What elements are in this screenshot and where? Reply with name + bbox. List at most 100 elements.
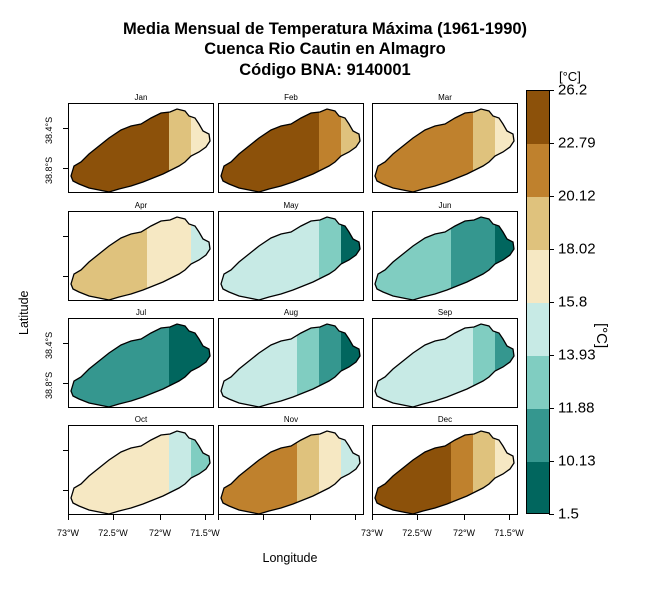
x-tick-mark — [113, 515, 114, 520]
legend-tick — [549, 143, 554, 144]
map-svg-feb — [220, 108, 361, 192]
title-line-1: Media Mensual de Temperatura Máxima (196… — [122, 20, 528, 38]
map-panel-jul — [68, 318, 214, 408]
panel-title-dec: Dec — [437, 415, 453, 424]
cell-aug-west — [221, 324, 297, 407]
map-svg-dec — [374, 430, 515, 514]
basin-outline — [220, 108, 361, 192]
cell-may-east — [319, 217, 341, 300]
cell-mar-east — [473, 109, 495, 192]
map-panel-oct — [68, 425, 214, 515]
cell-nov-east — [319, 431, 341, 514]
x-tick-label: 73°W — [56, 528, 80, 538]
map-svg-oct — [70, 430, 211, 514]
map-panel-jun — [372, 211, 518, 301]
legend-color-block — [527, 91, 549, 145]
x-tick-label: 71.5°W — [494, 528, 524, 538]
basin-outline — [220, 216, 361, 300]
map-svg-apr — [70, 216, 211, 300]
cell-jan-east — [169, 109, 191, 192]
map-svg-jan — [70, 108, 211, 192]
legend-break-label: 15.8 — [558, 293, 588, 311]
cell-sep-central — [451, 324, 473, 407]
legend-color-block — [527, 356, 549, 410]
x-tick-mark — [417, 515, 418, 520]
basin-outline — [70, 323, 211, 407]
cell-sep-east — [473, 324, 495, 407]
legend-tick — [549, 90, 554, 91]
legend-break-label: 18.02 — [558, 240, 596, 258]
basin-outline — [220, 323, 361, 407]
panel-title-apr: Apr — [134, 201, 148, 210]
cell-dec-west — [375, 431, 451, 514]
panel-title-may: May — [283, 201, 299, 210]
basin-outline — [70, 430, 211, 514]
map-panel-mar — [372, 103, 518, 193]
map-panel-aug — [218, 318, 364, 408]
cell-jul-west — [71, 324, 147, 407]
cell-apr-east — [169, 217, 191, 300]
x-tick-label: 72°W — [452, 528, 476, 538]
cell-jan-west — [71, 109, 147, 192]
basin-outline — [374, 108, 515, 192]
map-svg-sep — [374, 323, 515, 407]
legend-break-label: 20.12 — [558, 187, 596, 205]
panel-title-nov: Nov — [283, 415, 299, 424]
x-tick-mark — [509, 515, 510, 520]
cell-feb-west — [221, 109, 297, 192]
legend-break-label: 26.2 — [558, 81, 588, 99]
basin-outline — [374, 216, 515, 300]
cell-nov-central — [297, 431, 319, 514]
legend-tick — [549, 408, 554, 409]
legend-break-label: 22.79 — [558, 134, 596, 152]
x-axis-title: Longitude — [262, 551, 318, 565]
cell-may-central — [297, 217, 319, 300]
map-svg-aug — [220, 323, 361, 407]
legend-color-block — [527, 197, 549, 251]
y-tick-label: 38.4°S — [44, 331, 54, 359]
panel-title-jan: Jan — [134, 93, 148, 102]
x-tick-label: 71.5°W — [190, 528, 220, 538]
map-svg-mar — [374, 108, 515, 192]
cell-mar-central — [451, 109, 473, 192]
map-panel-nov — [218, 425, 364, 515]
y-axis-title: Latitude — [17, 290, 31, 335]
map-panel-jan — [68, 103, 214, 193]
y-tick-mark — [63, 276, 68, 277]
cell-jun-east — [473, 217, 495, 300]
cell-may-west — [221, 217, 297, 300]
cell-dec-central — [451, 431, 473, 514]
cell-jul-east — [169, 324, 191, 407]
panel-title-mar: Mar — [438, 93, 452, 102]
y-tick-mark — [63, 236, 68, 237]
legend-color-block — [527, 144, 549, 198]
cell-jun-central — [451, 217, 473, 300]
panel-title-jul: Jul — [135, 308, 147, 317]
x-tick-mark — [68, 515, 69, 520]
y-tick-label: 38.8°S — [44, 371, 54, 399]
panel-title-feb: Feb — [284, 93, 298, 102]
x-tick-label: 72.5°W — [402, 528, 432, 538]
basin-outline — [220, 430, 361, 514]
x-tick-mark — [464, 515, 465, 520]
map-panel-feb — [218, 103, 364, 193]
cell-nov-west — [221, 431, 297, 514]
x-tick-mark — [205, 515, 206, 520]
panel-title-jun: Jun — [438, 201, 452, 210]
legend-tick — [549, 196, 554, 197]
map-panel-sep — [372, 318, 518, 408]
cell-feb-central — [297, 109, 319, 192]
y-tick-mark — [63, 450, 68, 451]
basin-outline — [70, 108, 211, 192]
y-tick-mark — [63, 343, 68, 344]
legend-color-block — [527, 303, 549, 357]
cell-jan-central — [147, 109, 169, 192]
map-panel-dec — [372, 425, 518, 515]
cell-dec-east — [473, 431, 495, 514]
legend-title: [°C] — [593, 323, 610, 349]
legend-tick — [549, 355, 554, 356]
legend-tick — [549, 249, 554, 250]
map-panel-apr — [68, 211, 214, 301]
cell-jul-central — [147, 324, 169, 407]
legend-break-label: 11.88 — [558, 399, 595, 417]
